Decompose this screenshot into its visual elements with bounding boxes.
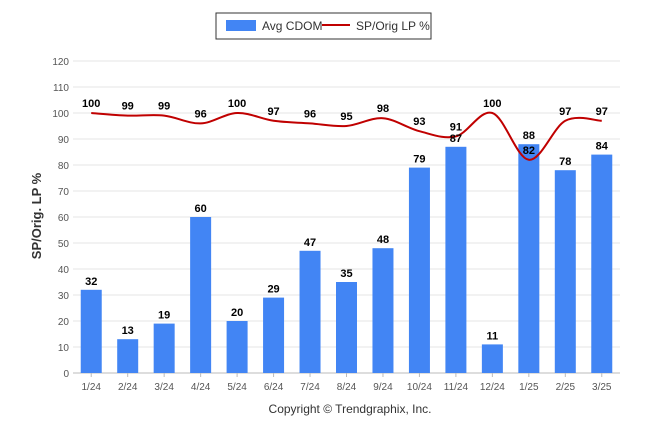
y-tick-label: 60 — [58, 213, 70, 224]
line-value-label: 100 — [483, 98, 501, 110]
y-axis-label: SP/Orig. LP % — [29, 172, 44, 259]
bar-value-label: 47 — [304, 237, 316, 249]
line-value-label: 96 — [304, 108, 316, 120]
bar[interactable] — [153, 323, 175, 373]
bar[interactable] — [190, 217, 212, 373]
x-axis-ticks: 1/24 2/24 3/24 4/24 5/24 6/24 7/24 8/24 9/24 10/2… — [81, 373, 612, 393]
bar[interactable] — [336, 282, 357, 373]
x-tick-label: 1/24 — [81, 382, 101, 393]
line-value-label: 95 — [340, 111, 352, 123]
x-tick-label: 4/24 — [191, 382, 211, 393]
line-value-label: 100 — [82, 98, 100, 110]
bar-value-label: 29 — [267, 284, 279, 296]
bar-value-label: 60 — [195, 203, 207, 215]
x-tick-label: 3/25 — [592, 382, 612, 393]
bar-value-label: 84 — [596, 141, 609, 153]
y-tick-label: 110 — [53, 83, 69, 94]
bar[interactable] — [518, 144, 540, 373]
bar[interactable] — [226, 321, 248, 373]
bar[interactable] — [554, 170, 576, 373]
line-value-label: 97 — [559, 106, 571, 118]
y-tick-label: 0 — [63, 369, 69, 380]
line-value-label: 96 — [195, 108, 207, 120]
legend-swatch-avg-cdom — [226, 20, 256, 31]
bar-value-label: 20 — [231, 307, 243, 319]
line-value-label: 82 — [523, 145, 535, 157]
x-tick-label: 12/24 — [480, 382, 505, 393]
y-tick-label: 80 — [58, 161, 70, 172]
x-tick-label: 9/24 — [373, 382, 393, 393]
y-tick-label: 20 — [58, 317, 70, 328]
bar[interactable] — [263, 297, 285, 373]
y-tick-label: 50 — [58, 239, 70, 250]
bar[interactable] — [117, 339, 139, 373]
line-value-label: 100 — [228, 98, 246, 110]
y-tick-label: 120 — [52, 57, 69, 68]
line-value-label: 97 — [267, 106, 279, 118]
bar-value-label: 79 — [413, 154, 425, 166]
x-tick-label: 7/24 — [300, 382, 320, 393]
bar-series-avg-cdom — [80, 144, 613, 373]
legend-label-avg-cdom: Avg CDOM — [262, 19, 322, 33]
y-tick-label: 100 — [52, 109, 69, 120]
x-tick-label: 1/25 — [519, 382, 539, 393]
x-tick-label: 2/24 — [118, 382, 138, 393]
bar-value-label: 48 — [377, 234, 389, 246]
bar-value-label: 35 — [340, 268, 352, 280]
y-tick-label: 70 — [58, 187, 70, 198]
bar-value-label: 11 — [487, 330, 499, 342]
line-value-label: 99 — [122, 101, 134, 113]
y-axis-ticks: 0 10 20 30 40 50 60 70 80 90 100 110 120 — [52, 57, 69, 380]
x-tick-label: 10/24 — [407, 382, 432, 393]
legend[interactable]: Avg CDOM SP/Orig LP % — [215, 12, 432, 40]
y-tick-label: 10 — [58, 343, 70, 354]
grid-lines — [73, 60, 620, 374]
bar-value-label: 13 — [122, 325, 134, 337]
y-tick-label: 30 — [58, 291, 70, 302]
legend-label-sp-orig-lp: SP/Orig LP % — [356, 19, 430, 33]
y-tick-label: 40 — [58, 265, 70, 276]
x-tick-label: 8/24 — [337, 382, 357, 393]
x-tick-label: 6/24 — [264, 382, 284, 393]
x-tick-label: 11/24 — [444, 382, 469, 393]
bar-value-label: 78 — [559, 156, 571, 168]
line-value-label: 91 — [450, 121, 462, 133]
bar-value-label: 87 — [450, 133, 462, 145]
bar-value-label: 88 — [523, 130, 535, 142]
line-value-label: 98 — [377, 103, 389, 115]
bar[interactable] — [299, 250, 321, 373]
data-labels: 32 13 19 60 20 29 47 35 48 79 87 11 88 78 84 100 99 99 96 1… — [82, 98, 609, 342]
bar[interactable] — [408, 167, 430, 373]
copyright-text: Copyright © Trendgraphix, Inc. — [269, 402, 432, 416]
bar[interactable] — [591, 154, 613, 373]
y-tick-label: 90 — [58, 135, 70, 146]
bar[interactable] — [80, 289, 102, 373]
bar-value-label: 19 — [158, 310, 170, 322]
bar[interactable] — [445, 146, 467, 373]
line-series-sp-orig-lp — [91, 111, 602, 161]
bar[interactable] — [481, 344, 503, 373]
line-path[interactable] — [91, 111, 602, 161]
line-value-label: 93 — [413, 116, 425, 128]
x-tick-label: 5/24 — [227, 382, 247, 393]
line-value-label: 99 — [158, 101, 170, 113]
bar[interactable] — [372, 248, 394, 373]
x-tick-label: 2/25 — [556, 382, 576, 393]
x-tick-label: 3/24 — [154, 382, 174, 393]
line-value-label: 97 — [596, 106, 608, 118]
bar-value-label: 32 — [85, 276, 97, 288]
